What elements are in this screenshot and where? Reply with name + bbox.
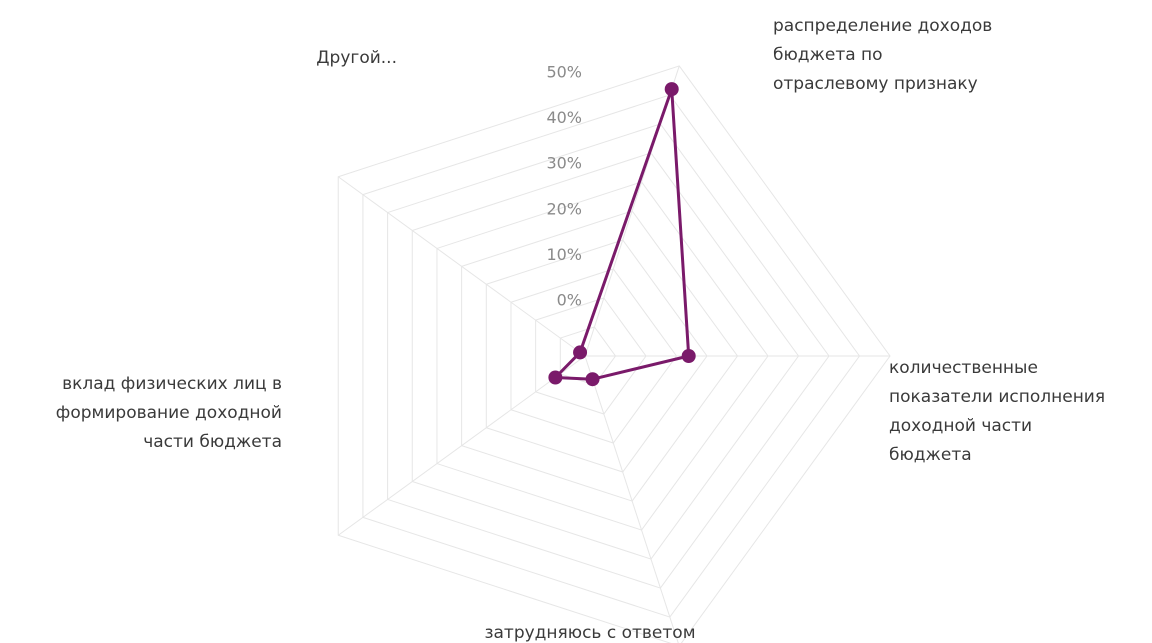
axis-label-line: формирование доходной bbox=[56, 403, 282, 423]
axis-label-line: бюджета по bbox=[773, 45, 883, 65]
tick-label: 30% bbox=[546, 154, 582, 173]
tick-label: 50% bbox=[546, 63, 582, 82]
grid-ring bbox=[535, 297, 647, 415]
tick-label: 0% bbox=[557, 291, 582, 310]
axis-label-line: бюджета bbox=[889, 445, 972, 465]
axis-label: количественные показатели исполнения доход… bbox=[889, 358, 1105, 465]
grid-ring bbox=[485, 239, 708, 473]
axis-label: Другой... bbox=[316, 48, 397, 68]
axis-label-line: распределение доходов bbox=[773, 16, 992, 36]
grid-ring bbox=[461, 210, 739, 502]
axis-spoke bbox=[584, 355, 679, 643]
grid-ring bbox=[510, 268, 678, 444]
grid-ring bbox=[362, 94, 861, 618]
axis-label-line: доходной части bbox=[889, 416, 1032, 436]
axis-spoke bbox=[337, 176, 586, 357]
grid-ring bbox=[436, 181, 769, 531]
grid-ring bbox=[387, 123, 830, 589]
axis-label-line: количественные bbox=[889, 358, 1038, 378]
radar-axis-labels: распределение доходов бюджета по отраслево… bbox=[56, 16, 1105, 643]
data-point[interactable] bbox=[664, 82, 679, 97]
axis-spoke bbox=[337, 355, 586, 536]
series-line bbox=[553, 87, 691, 381]
radar-axes bbox=[337, 65, 890, 643]
axis-label-line: показатели исполнения bbox=[889, 387, 1105, 407]
axis-label-line: отраслевому признаку bbox=[773, 74, 978, 94]
axis-label-line: затрудняюсь с ответом bbox=[484, 623, 695, 643]
tick-label: 10% bbox=[546, 245, 582, 264]
data-point[interactable] bbox=[681, 349, 696, 363]
grid-ring bbox=[337, 65, 891, 643]
data-point[interactable] bbox=[573, 345, 588, 360]
radar-grid bbox=[337, 65, 891, 643]
data-point[interactable] bbox=[585, 372, 600, 387]
axis-label: затрудняюсь с ответом bbox=[484, 623, 695, 643]
axis-label: распределение доходов бюджета по отраслево… bbox=[773, 16, 992, 94]
axis-label-line: Другой... bbox=[316, 48, 397, 68]
radar-tick-labels: 0% 10% 20% 30% 40% 50% bbox=[546, 63, 582, 310]
axis-label: вклад физических лиц в формирование доход… bbox=[56, 374, 282, 452]
axis-label-line: вклад физических лиц в bbox=[62, 374, 282, 394]
tick-label: 20% bbox=[546, 199, 582, 218]
axis-label-line: части бюджета bbox=[143, 432, 282, 452]
data-point[interactable] bbox=[548, 370, 563, 385]
radar-series bbox=[548, 82, 696, 387]
grid-ring bbox=[411, 152, 800, 560]
tick-label: 40% bbox=[546, 108, 582, 127]
